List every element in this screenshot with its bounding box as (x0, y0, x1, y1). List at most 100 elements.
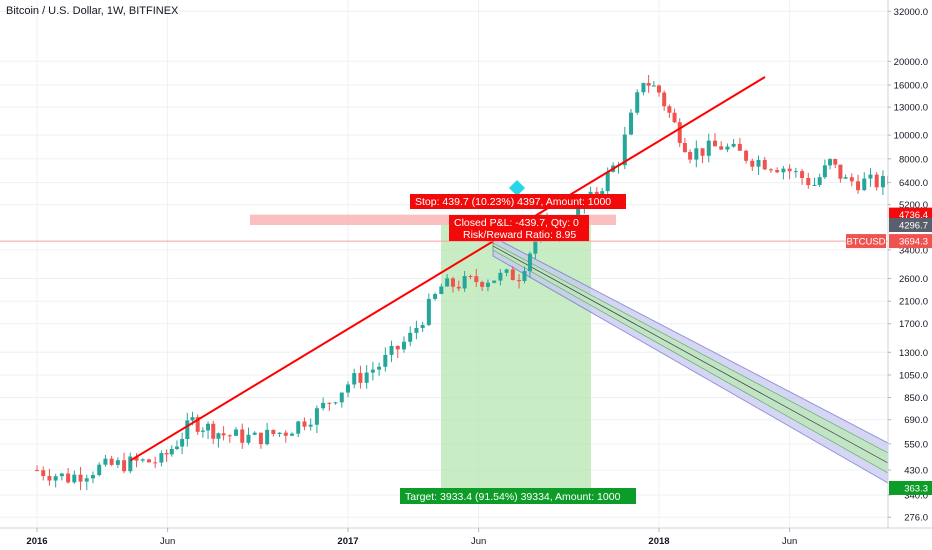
candle-body (296, 421, 301, 434)
pnl-label-bg (449, 215, 589, 241)
candle-body (115, 460, 120, 465)
candle-body (677, 122, 682, 143)
price-marker-bg (889, 480, 932, 495)
candle-body (725, 146, 730, 150)
candle-body (290, 433, 295, 436)
candle-body (445, 278, 450, 287)
candle-body (775, 170, 780, 173)
candle-body (498, 272, 503, 281)
candle-body (271, 429, 276, 435)
candle-body (308, 424, 313, 427)
target-label: Target: 3933.4 (91.54%) 39334, Amount: 1… (405, 491, 621, 503)
chart-title: Bitcoin / U.S. Dollar, 1W, BITFINEX (6, 5, 179, 17)
candle-body (206, 423, 211, 431)
candle-body (408, 332, 413, 342)
candle-body (53, 476, 58, 481)
symbol-badge-bg (846, 234, 886, 249)
stop-label: Stop: 439.7 (10.23%) 4397, Amount: 1000 (415, 196, 611, 208)
candle-body (744, 150, 749, 161)
time-tick-label: Jun (782, 536, 797, 547)
candle-body (352, 373, 357, 385)
candle-body (84, 478, 89, 482)
candle-body (327, 402, 332, 404)
price-axis-bg (888, 0, 932, 550)
price-tick-label: 430.0 (904, 466, 928, 477)
price-tick-label: 20000.0 (894, 57, 928, 68)
candle-body (227, 435, 232, 437)
candle-body (828, 159, 833, 166)
candle-body (843, 177, 848, 179)
candle-body (662, 92, 667, 107)
candle-body (849, 177, 854, 182)
target-label-bg (400, 488, 636, 504)
candle-body (59, 473, 64, 477)
candle-body (517, 280, 522, 282)
price-tick-label: 6400.0 (899, 178, 928, 189)
price-tick-label: 2100.0 (899, 297, 928, 308)
candle-body (370, 369, 375, 373)
candle-body (817, 177, 822, 185)
candle-body (856, 181, 861, 191)
candle-body (657, 85, 661, 93)
candle-body (47, 476, 52, 481)
candle-body (672, 112, 677, 123)
time-tick-label: 2018 (648, 536, 669, 547)
price-tick-label: 2600.0 (899, 274, 928, 285)
candle-body (468, 276, 473, 278)
candle-body (682, 142, 687, 153)
candle-body (140, 459, 145, 461)
candle-body (694, 148, 699, 160)
candle-body (762, 159, 767, 170)
candle-body (185, 420, 190, 440)
candle-body (756, 159, 761, 167)
risk-reward-label: Risk/Reward Ratio: 8.95 (463, 229, 576, 241)
price-marker-stop: 4736.4 (899, 210, 928, 221)
price-tick-label: 3400.0 (899, 245, 928, 256)
candle-body (450, 278, 455, 287)
candle-body (240, 429, 245, 443)
candle-body (146, 459, 151, 463)
candle-body (216, 433, 221, 439)
candle-body (688, 152, 693, 160)
price-tick-label: 690.0 (904, 415, 928, 426)
candle-body (605, 171, 610, 192)
candle-body (868, 174, 873, 179)
candle-body (806, 178, 811, 186)
candle-body (594, 191, 599, 196)
flag-icon (509, 180, 525, 196)
candle-body (800, 171, 805, 179)
candle-body (833, 159, 838, 165)
candle-body (314, 408, 319, 425)
candle-body (480, 282, 485, 287)
candle-body (258, 432, 263, 445)
candle-body (712, 140, 717, 147)
candle-body (719, 146, 724, 150)
candle-body (90, 475, 95, 479)
candle-body (401, 341, 406, 350)
candle-body (174, 446, 179, 449)
candle-body (190, 417, 195, 421)
candle-body (134, 456, 139, 461)
candle-body (358, 373, 363, 383)
price-tick-label: 13000.0 (894, 103, 928, 114)
candle-body (246, 434, 251, 443)
time-tick-label: 2017 (337, 536, 358, 547)
candle-body (646, 83, 651, 86)
candle-body (195, 417, 200, 432)
candle-body (128, 456, 133, 472)
candle-body (510, 269, 515, 281)
price-tick-label: 5200.0 (899, 200, 928, 211)
price-tick-label: 850.0 (904, 393, 928, 404)
price-marker-last: 3694.3 (899, 237, 928, 248)
candle-body (485, 282, 490, 287)
candle-body (180, 439, 185, 447)
candle-body (641, 83, 646, 93)
candle-body (456, 286, 461, 289)
candle-body (822, 165, 827, 178)
stop-zone (250, 214, 616, 225)
channel-median (492, 245, 889, 464)
price-marker-bg (889, 234, 932, 249)
time-tick-label: Jun (160, 536, 175, 547)
